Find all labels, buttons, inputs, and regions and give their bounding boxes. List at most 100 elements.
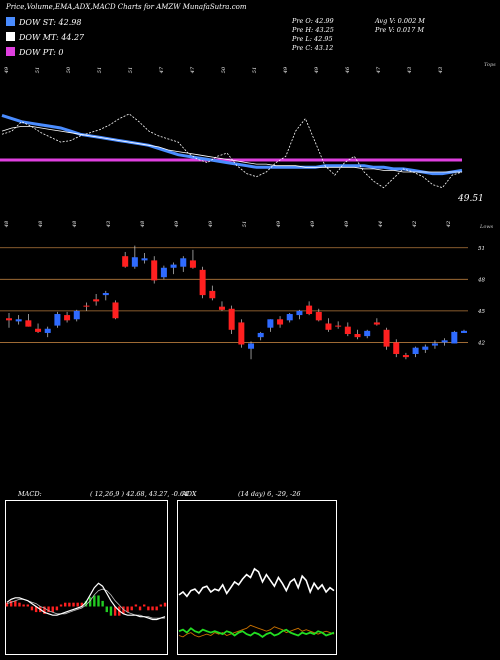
- candle-body: [402, 355, 409, 358]
- candle-body: [306, 305, 313, 315]
- macd-hist-bar: [105, 606, 108, 613]
- candle-body: [102, 292, 109, 296]
- candle-body: [160, 267, 167, 278]
- macd-panel: [5, 500, 168, 655]
- bottom-date-label: 51: [242, 221, 248, 227]
- macd-frame: [5, 500, 168, 655]
- ema-series-line: [1, 113, 463, 176]
- macd-hist-bar: [88, 597, 92, 607]
- ema-panel: 49 51 50 51 51 47 47 50 51 49 49 46 47 43 43 Tops 49.51: [0, 62, 496, 204]
- bottom-date-label: 43: [106, 221, 112, 228]
- chart-title: Price,Volume,EMA,ADX,MACD Charts for AMZ…: [6, 3, 247, 11]
- candle-body: [199, 269, 206, 296]
- adx-frame: [177, 500, 337, 655]
- candle-body: [151, 260, 158, 281]
- candle-body: [441, 340, 448, 343]
- adx-params: (14 day) 6, -29, -26: [238, 490, 301, 498]
- candle-body: [383, 329, 390, 347]
- macd-hist-bar: [43, 606, 46, 614]
- legend-label-dow-st: DOW ST: 42.98: [19, 18, 82, 27]
- top-date-label: 51: [252, 67, 258, 73]
- adx-panel: [177, 500, 337, 655]
- macd-hist-bar: [5, 602, 9, 607]
- candle-body: [364, 330, 371, 337]
- lows-label: Lows: [479, 224, 494, 230]
- candle-body: [277, 319, 284, 325]
- candle-body: [141, 258, 148, 261]
- legend-swatch-dow-st: [6, 17, 15, 26]
- bottom-date-label: 49: [310, 220, 316, 228]
- bottom-date-label: 49: [208, 220, 214, 228]
- adx-line: [178, 567, 335, 598]
- top-date-label: 46: [345, 66, 351, 74]
- macd-hist-bar: [155, 606, 158, 611]
- macd-hist-bar: [147, 606, 150, 611]
- stat-pre-open: Pre O: 42.99: [292, 17, 334, 25]
- bottom-date-label: 49: [276, 220, 282, 228]
- level-label: 45: [477, 309, 485, 315]
- macd-hist-bar: [113, 606, 117, 616]
- macd-hist-bar: [18, 602, 21, 607]
- candle-body: [228, 308, 235, 330]
- macd-hist-bar: [134, 604, 138, 607]
- candle-body: [315, 311, 322, 321]
- macd-hist-bar: [97, 595, 100, 607]
- candle-body: [431, 343, 438, 346]
- macd-hist-bar: [126, 606, 129, 613]
- macd-hist-bar: [30, 606, 34, 611]
- candle-body: [325, 323, 332, 330]
- candle-body: [296, 310, 303, 316]
- candle-body: [73, 310, 80, 320]
- macd-hist-bar: [72, 602, 75, 607]
- top-date-label: 47: [190, 66, 196, 74]
- top-date-label: 51: [35, 67, 41, 73]
- candle-body: [373, 322, 380, 325]
- candle-body: [180, 258, 187, 267]
- macd-hist-bar: [47, 606, 50, 613]
- stat-pre-volume: Pre V: 0.017 M: [375, 26, 425, 34]
- top-date-label: 49: [283, 66, 289, 74]
- ema-series-line: [1, 126, 462, 173]
- stat-pre-low: Pre L: 42.95: [292, 35, 333, 43]
- legend-swatch-dow-mt: [6, 32, 15, 41]
- bottom-date-label: 42: [446, 221, 452, 228]
- candle-body: [209, 290, 216, 299]
- macd-hist-bar: [68, 602, 71, 607]
- macd-hist-bar: [76, 602, 79, 607]
- candle-body: [461, 330, 467, 333]
- minus-di-line: [178, 624, 335, 638]
- macd-hist-bar: [84, 600, 88, 607]
- macd-hist-bar: [80, 602, 84, 607]
- legend-dow-pt: DOW PT: 0: [6, 47, 64, 57]
- macd-hist-bar: [109, 606, 113, 616]
- macd-hist-bar: [159, 604, 163, 607]
- plus-di-line: [178, 627, 335, 639]
- candle-body: [393, 342, 400, 354]
- top-date-label: 43: [438, 67, 444, 74]
- ema-value-label: 49.51: [457, 194, 484, 204]
- candle-body: [170, 264, 177, 268]
- macd-hist-bar: [138, 606, 142, 611]
- adx-header: ADX: [182, 490, 197, 498]
- candle-body: [354, 334, 361, 338]
- tops-label: Tops: [484, 62, 496, 68]
- candle-body: [248, 343, 255, 349]
- macd-hist-bar: [163, 602, 167, 607]
- stat-avg-volume: Avg V: 0.002 M: [375, 17, 425, 25]
- candle-body: [257, 332, 264, 338]
- macd-hist-bar: [26, 604, 29, 607]
- macd-hist-bar: [55, 606, 59, 611]
- macd-hist-bar: [51, 606, 54, 613]
- bottom-date-label: 48: [4, 221, 10, 228]
- top-date-label: 51: [128, 67, 134, 73]
- macd-hist-bar: [143, 604, 146, 607]
- macd-hist-bar: [122, 606, 125, 614]
- macd-params: ( 12,26,9 ) 42.68, 43.27, -0.64: [90, 490, 189, 498]
- candle-body: [122, 256, 129, 267]
- macd-line: [6, 582, 166, 621]
- bottom-date-label: 48: [38, 221, 44, 228]
- candle-body: [286, 314, 293, 321]
- macd-hist-bar: [93, 595, 96, 607]
- candle-body: [25, 320, 32, 327]
